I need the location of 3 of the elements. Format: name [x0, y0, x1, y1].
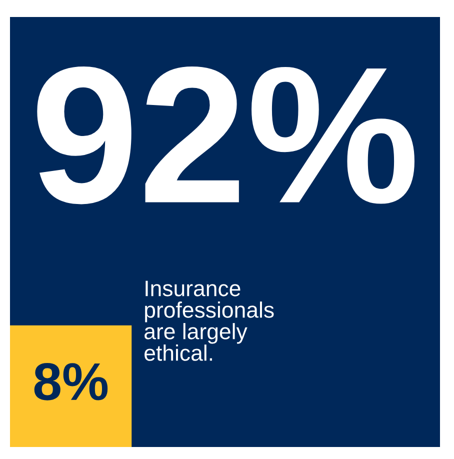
data-label: 92%	[37, 66, 414, 204]
category-label: Insurance professionals are largely ethical.	[144, 280, 274, 361]
data-label: 8%	[34, 362, 108, 400]
